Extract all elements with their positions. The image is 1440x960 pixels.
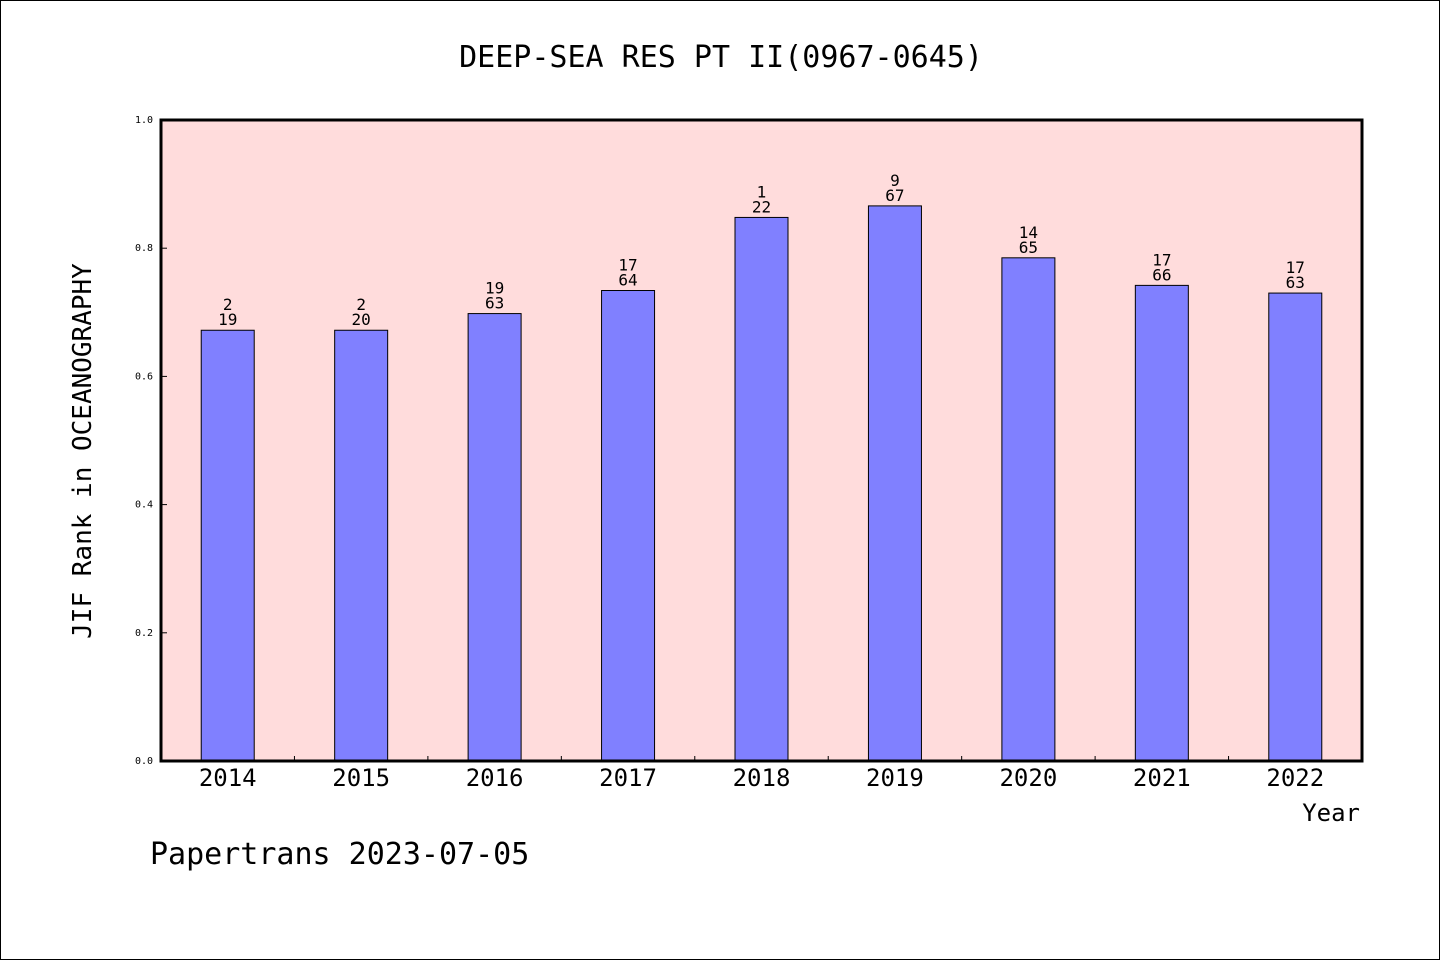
bar-rank-label: 2 <box>223 295 233 314</box>
bar-rank-label: 17 <box>1152 250 1171 269</box>
bar-total-label: 65 <box>1019 238 1038 257</box>
y-tick-label: 0.6 <box>135 371 153 382</box>
y-tick-label: 0.4 <box>135 500 153 511</box>
bar-rank-label: 2 <box>356 295 366 314</box>
x-axis-label: Year <box>1302 799 1360 827</box>
x-tick-label: 2017 <box>599 764 657 792</box>
bar-total-label: 67 <box>885 186 904 205</box>
bar-total-label: 22 <box>752 197 771 216</box>
chart-title: DEEP-SEA RES PT II(0967-0645) <box>459 40 983 75</box>
y-tick-label: 1.0 <box>135 115 153 126</box>
x-tick-label: 2022 <box>1266 764 1324 792</box>
x-tick-label: 2020 <box>999 764 1057 792</box>
y-tick-label: 0.0 <box>135 756 153 767</box>
footer-credit: Papertrans 2023-07-05 <box>150 837 529 872</box>
bar-rank-label: 1 <box>757 182 767 201</box>
bar-rank-label: 17 <box>1286 258 1305 277</box>
x-tick-label: 2015 <box>332 764 390 792</box>
bar-2014 <box>200 329 255 762</box>
bar-total-label: 20 <box>352 310 371 329</box>
bar-total-label: 66 <box>1152 265 1171 284</box>
bar-2015 <box>334 329 389 762</box>
x-tick-label: 2018 <box>733 764 791 792</box>
x-tick-label: 2016 <box>466 764 524 792</box>
plot-border <box>159 118 1364 763</box>
bar-2017 <box>601 290 656 762</box>
bar-rank-label: 19 <box>485 279 504 298</box>
bar-total-label: 63 <box>485 294 504 313</box>
bar-2018 <box>734 216 789 762</box>
y-tick-label: 0.2 <box>135 628 153 639</box>
bars-group <box>200 205 1323 762</box>
bar-total-label: 19 <box>218 310 237 329</box>
bar-rank-label: 17 <box>618 256 637 275</box>
bar-2022 <box>1268 292 1323 762</box>
bar-2019 <box>867 205 922 762</box>
y-axis-label: JIF Rank in OCEANOGRAPHY <box>68 263 98 639</box>
x-tick-label: 2014 <box>199 764 257 792</box>
bar-total-label: 64 <box>618 271 637 290</box>
bar-total-label: 63 <box>1286 273 1305 292</box>
x-tick-label: 2021 <box>1133 764 1191 792</box>
bar-2016 <box>467 313 522 762</box>
x-axis-ticks: 2014 2015 2016 2017 2018 2019 2020 2021 2022 <box>199 756 1324 792</box>
y-tick-label: 0.8 <box>135 243 153 254</box>
bar-2021 <box>1134 284 1189 762</box>
bar-rank-label: 9 <box>890 171 900 190</box>
y-axis-ticks: 0.0 0.2 0.4 0.6 0.8 1.0 <box>135 115 167 767</box>
bar-2020 <box>1001 257 1056 762</box>
x-tick-label: 2019 <box>866 764 924 792</box>
bar-rank-label: 14 <box>1019 223 1038 242</box>
